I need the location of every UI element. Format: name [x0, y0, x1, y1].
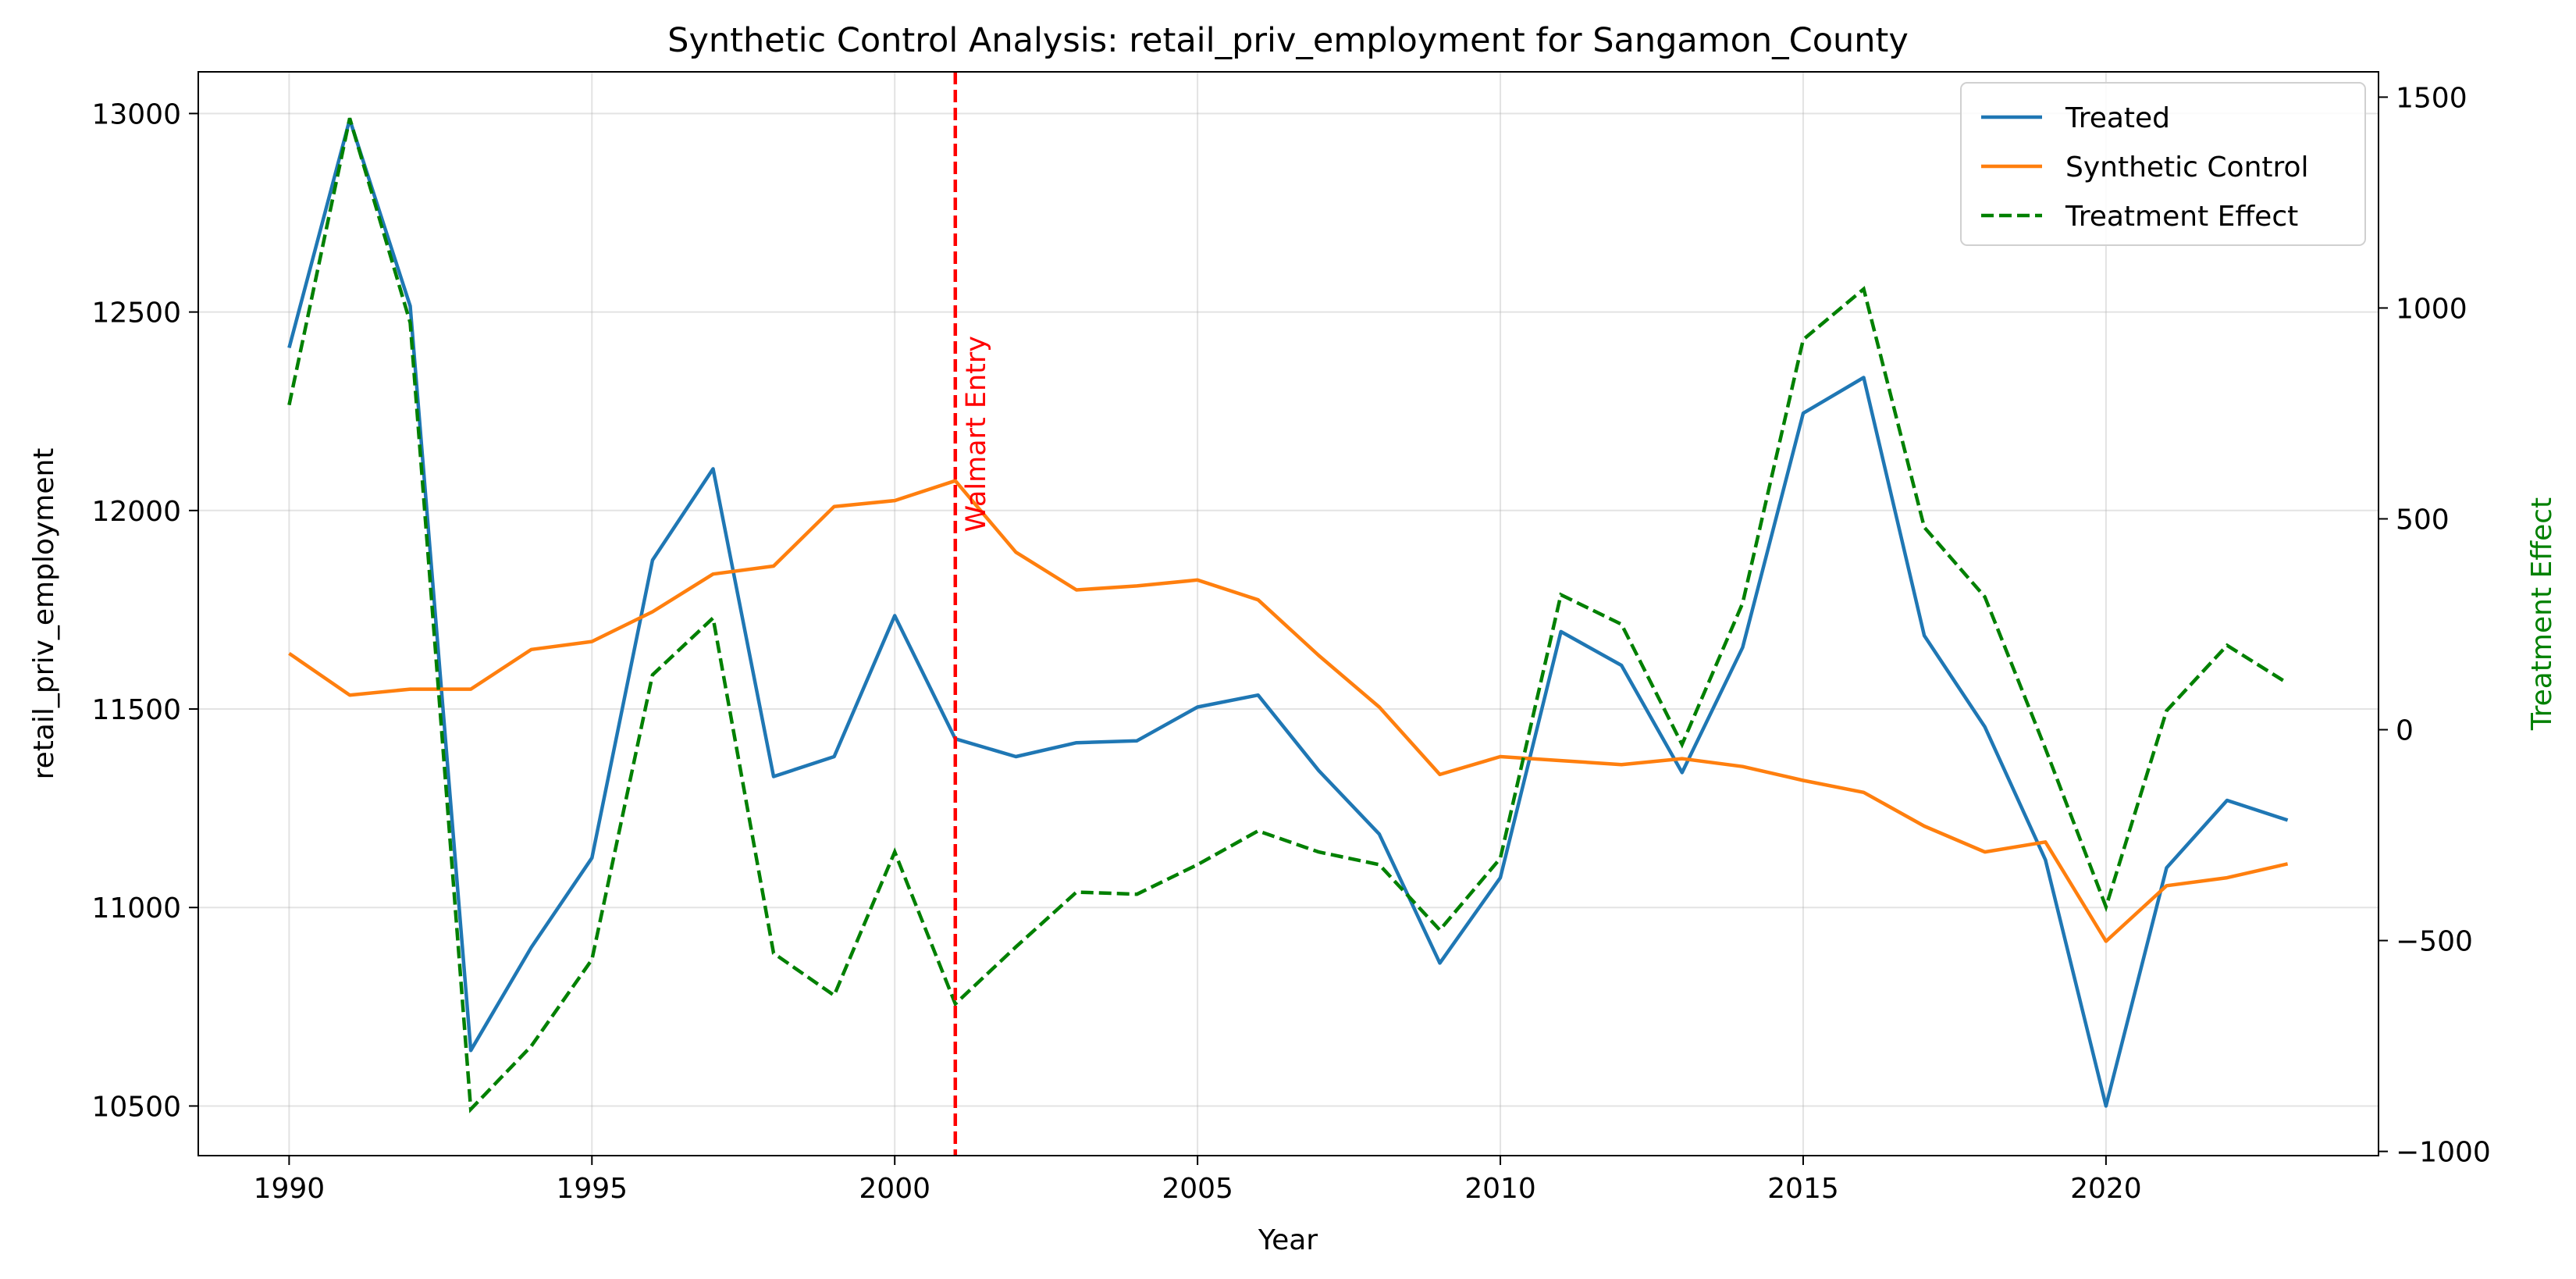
y-tick-label: 11500	[91, 694, 181, 726]
y-axis-right: −1000 −500 0 500 1000 1500	[2379, 82, 2491, 1169]
series-line-2	[287, 117, 2289, 1113]
y-tick-label: 12000	[91, 496, 181, 528]
y2-tick-label: 500	[2396, 504, 2450, 536]
x-tick-label: 2020	[2070, 1173, 2142, 1205]
annotations: Walmart Entry	[953, 72, 992, 1156]
y2-tick-label: 0	[2396, 715, 2414, 747]
legend-box	[1960, 82, 2366, 246]
x-axis: 1990 1995 2000 2005 2010 2015 2020	[254, 1156, 2142, 1205]
legend-label-2: Treatment Effect	[2065, 201, 2298, 233]
x-tick-label: 1995	[556, 1173, 628, 1205]
series-lines	[287, 117, 2289, 1113]
legend-label-0: Treated	[2065, 102, 2170, 134]
x-axis-label: Year	[1258, 1224, 1318, 1256]
y2-tick-label: −500	[2396, 926, 2473, 958]
chart-title: Synthetic Control Analysis: retail_priv_…	[667, 21, 1909, 60]
x-tick-label: 2010	[1464, 1173, 1536, 1205]
y2-tick-label: 1500	[2396, 82, 2467, 114]
legend: Treated Synthetic Control Treatment Effect	[1960, 82, 2366, 246]
y-tick-label: 11000	[91, 892, 181, 925]
legend-label-1: Synthetic Control	[2065, 151, 2309, 183]
y-tick-label: 12500	[91, 297, 181, 330]
x-tick-label: 2015	[1767, 1173, 1839, 1205]
series-line-0	[287, 117, 2289, 1108]
x-tick-label: 2000	[859, 1173, 930, 1205]
y-axis-left: 10500 11000 11500 12000 12500 13000	[91, 98, 198, 1123]
plot-frame	[197, 71, 2379, 1156]
vline-label: Walmart Entry	[961, 336, 992, 532]
y-axis-label: retail_priv_employment	[28, 448, 60, 780]
x-tick-label: 1990	[254, 1173, 326, 1205]
y2-axis-label: Treatment Effect	[2526, 497, 2558, 731]
y2-tick-label: 1000	[2396, 293, 2467, 325]
x-tick-label: 2005	[1162, 1173, 1233, 1205]
series-line-1	[288, 479, 2289, 943]
y-tick-label: 10500	[91, 1091, 181, 1123]
y2-tick-label: −1000	[2396, 1137, 2491, 1169]
y-tick-label: 13000	[91, 98, 181, 130]
grid-lines	[198, 72, 2379, 1156]
